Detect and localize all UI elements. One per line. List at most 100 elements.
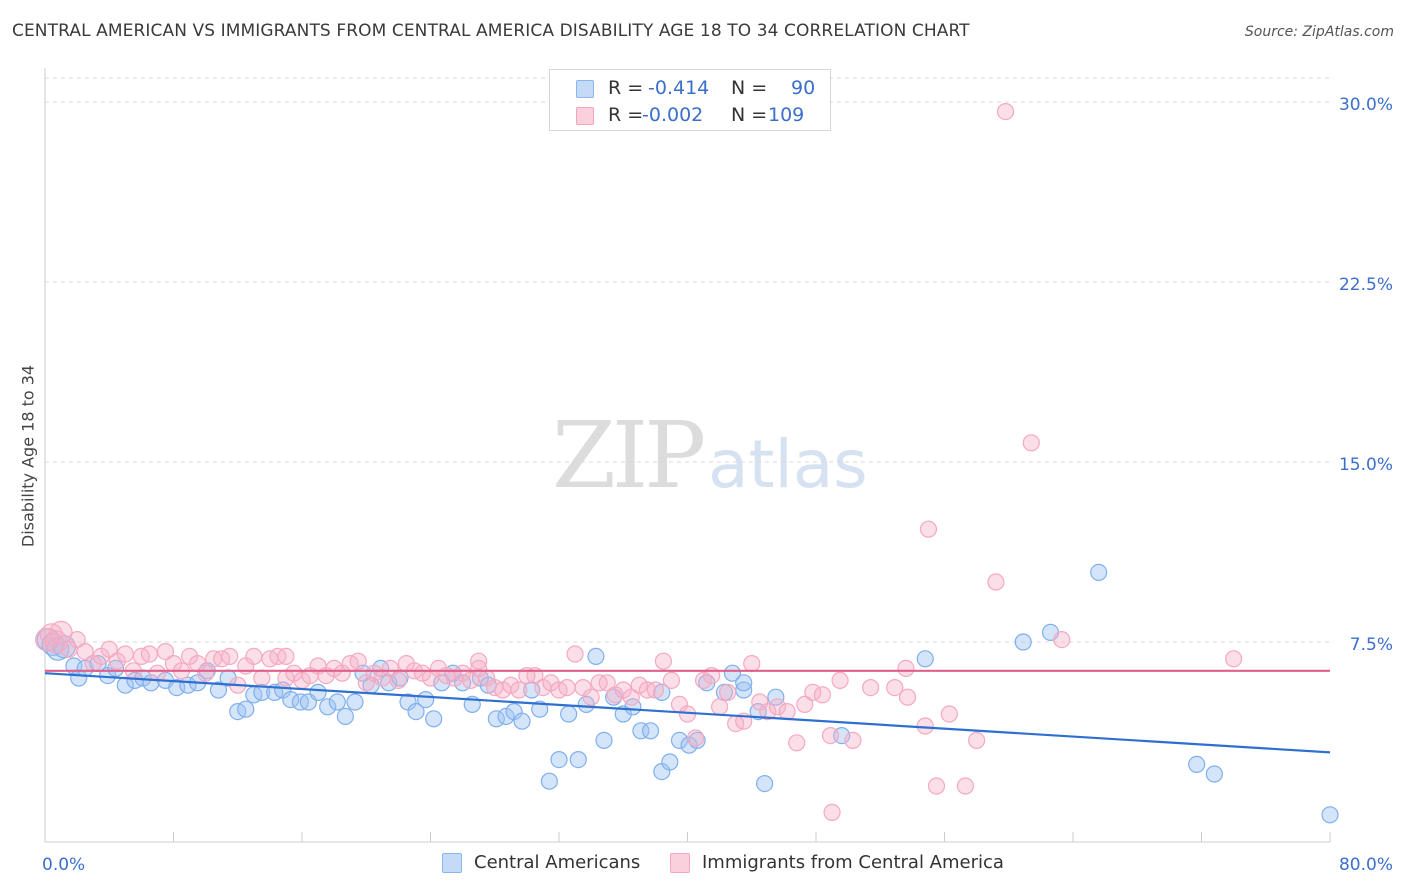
legend-r-label: R =: [608, 77, 644, 99]
point-central-american: [328, 693, 346, 711]
legend-n-value: 109: [768, 104, 805, 126]
legend-n-label: N =: [731, 77, 768, 99]
point-immigrant-central-america: [886, 678, 904, 697]
watermark: ZIPatlas: [552, 402, 868, 509]
point-immigrant-central-america: [413, 664, 432, 682]
point-immigrant-central-america: [245, 647, 263, 666]
point-immigrant-central-america: [389, 671, 407, 690]
point-immigrant-central-america: [686, 729, 705, 747]
legend-swatch-pink: [576, 107, 594, 125]
y-tick-label: 30.0%: [1339, 95, 1393, 115]
point-central-american: [723, 664, 742, 682]
point-immigrant-central-america: [365, 664, 383, 682]
point-immigrant-central-america: [719, 683, 737, 702]
point-central-american: [1188, 755, 1206, 774]
point-immigrant-central-america: [927, 777, 946, 795]
point-immigrant-central-america: [49, 620, 73, 645]
point-central-american: [560, 705, 578, 723]
point-immigrant-central-america: [646, 681, 664, 699]
point-central-american: [1014, 633, 1032, 651]
point-immigrant-central-america: [1053, 630, 1071, 649]
point-immigrant-central-america: [598, 674, 616, 692]
trend-line-central-americans: [44, 672, 1331, 754]
correlation-legend: R = -0.414 N = 90 R = -0.002 N = 109: [549, 69, 831, 131]
point-immigrant-central-america: [253, 669, 271, 687]
legend-r-value: -0.002: [642, 104, 704, 126]
y-tick-label: 22.5%: [1339, 275, 1393, 295]
point-immigrant-central-america: [470, 659, 488, 678]
point-immigrant-central-america: [823, 803, 841, 822]
point-central-american: [319, 698, 337, 716]
point-immigrant-central-america: [759, 702, 777, 721]
point-central-american: [407, 702, 425, 721]
chart-title: CENTRAL AMERICAN VS IMMIGRANTS FROM CENT…: [12, 21, 970, 41]
point-central-american: [680, 736, 698, 754]
point-central-american: [237, 700, 255, 718]
point-central-american: [346, 693, 364, 711]
point-immigrant-central-america: [470, 652, 488, 670]
legend-row-central-americans: R = -0.414 N = 90: [550, 76, 830, 102]
legend-n-label: N =: [731, 104, 768, 126]
point-immigrant-central-america: [558, 678, 576, 697]
point-immigrant-central-america: [140, 645, 159, 663]
point-immigrant-central-america: [566, 645, 584, 663]
point-immigrant-central-america: [100, 640, 118, 658]
point-immigrant-central-america: [987, 573, 1005, 591]
point-immigrant-central-america: [694, 671, 713, 690]
point-immigrant-central-america: [662, 671, 681, 690]
point-central-american: [531, 700, 549, 718]
point-immigrant-central-america: [796, 695, 814, 714]
point-immigrant-central-america: [916, 717, 934, 735]
y-tick-label: 7.5%: [1350, 635, 1393, 655]
point-immigrant-central-america: [1022, 434, 1040, 452]
point-immigrant-central-america: [622, 688, 640, 706]
tick-labels: 7.5% 15.0% 22.5% 30.0% 0.0% 80.0%: [42, 95, 1393, 875]
point-immigrant-central-america: [630, 676, 648, 694]
point-central-american: [1205, 765, 1223, 783]
point-immigrant-central-america: [831, 671, 849, 690]
point-central-american: [661, 753, 679, 771]
legend-r-label: R =: [608, 104, 644, 126]
point-immigrant-central-america: [502, 676, 520, 694]
point-immigrant-central-america: [788, 734, 806, 752]
watermark-atlas: atlas: [708, 426, 868, 503]
legend-n-value: 90: [791, 77, 816, 99]
point-central-american: [497, 707, 515, 726]
point-immigrant-central-america: [349, 652, 367, 670]
bottom-legend-swatch-blue: [442, 853, 462, 873]
point-central-american: [309, 683, 327, 702]
point-immigrant-central-america: [862, 678, 880, 697]
point-immigrant-central-america: [68, 630, 86, 649]
point-central-american: [513, 712, 531, 730]
point-immigrant-central-america: [277, 647, 295, 666]
point-immigrant-central-america: [35, 627, 59, 652]
y-axis-label: Disability Age 18 to 34: [18, 364, 38, 548]
point-central-american: [550, 750, 568, 769]
bottom-legend-swatch-pink: [670, 853, 690, 873]
point-immigrant-central-america: [221, 647, 239, 666]
point-immigrant-central-america: [156, 642, 175, 661]
point-immigrant-central-america: [197, 664, 215, 682]
point-central-american: [587, 647, 605, 666]
point-immigrant-central-america: [844, 731, 862, 750]
bottom-legend-label: Central Americans: [474, 852, 641, 873]
point-immigrant-central-america: [582, 688, 600, 706]
point-immigrant-central-america: [813, 686, 832, 704]
point-central-american: [735, 674, 753, 692]
point-central-american: [916, 650, 934, 668]
point-central-american: [540, 772, 558, 790]
point-central-american: [209, 681, 228, 699]
point-immigrant-central-america: [821, 726, 840, 745]
legend-row-immigrants: R = -0.002 N = 109: [550, 103, 830, 129]
point-immigrant-central-america: [968, 731, 986, 750]
point-immigrant-central-america: [768, 698, 787, 716]
point-immigrant-central-america: [778, 702, 796, 721]
point-immigrant-central-america: [1225, 650, 1243, 668]
axes: [44, 68, 1331, 843]
watermark-zip: ZIP: [552, 402, 706, 509]
point-central-american: [569, 750, 587, 769]
legend-swatch-blue: [576, 80, 594, 98]
legend-r-value: -0.414: [648, 77, 710, 99]
point-immigrant-central-america: [898, 688, 917, 706]
